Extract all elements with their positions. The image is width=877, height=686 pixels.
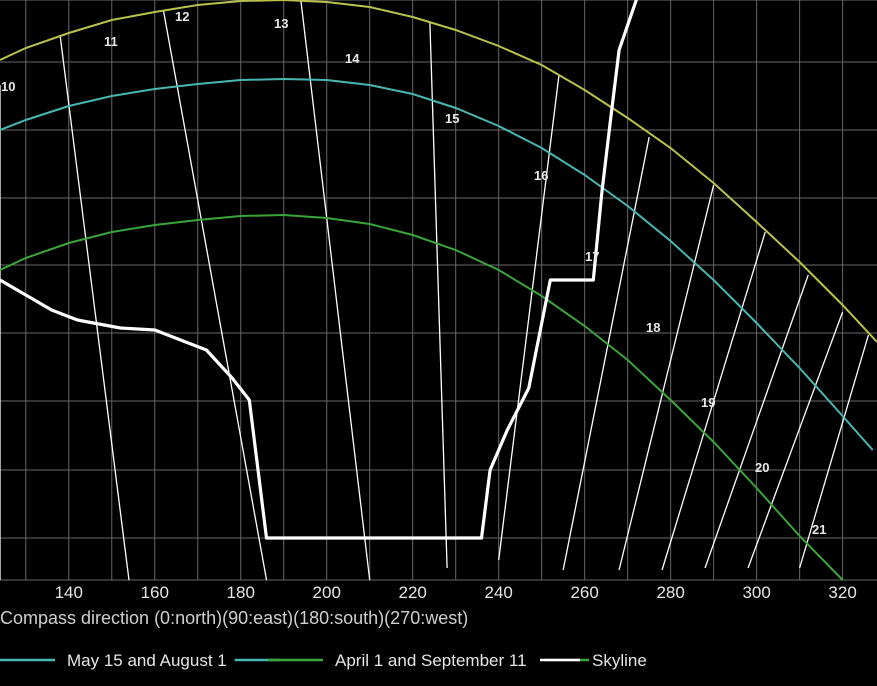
hour-label: 19 [701, 395, 715, 410]
legend-label: Skyline [592, 651, 647, 670]
hour-label: 14 [345, 51, 360, 66]
x-tick-label: 200 [313, 583, 341, 602]
hour-label: 18 [646, 320, 660, 335]
x-tick-label: 220 [399, 583, 427, 602]
sun-path-chart: 10 11 12 13 14 15 16 17 18 19 20 21 140 160 180 200 220 2… [0, 0, 877, 686]
x-tick-label: 280 [656, 583, 684, 602]
hour-label: 10 [1, 79, 15, 94]
legend-label: May 15 and August 1 [67, 651, 227, 670]
x-tick-label: 300 [742, 583, 770, 602]
x-tick-label: 160 [141, 583, 169, 602]
hour-label: 12 [175, 9, 189, 24]
legend-label: April 1 and September 11 [335, 651, 527, 670]
hour-label: 17 [585, 249, 599, 264]
hour-label: 20 [755, 460, 769, 475]
x-tick-label: 240 [484, 583, 512, 602]
hour-label: 15 [445, 111, 459, 126]
hour-label: 21 [812, 522, 826, 537]
x-tick-label: 320 [828, 583, 856, 602]
hour-label: 16 [534, 168, 548, 183]
x-tick-label: 260 [570, 583, 598, 602]
x-axis-label: Compass direction (0:north)(90:east)(180… [0, 608, 468, 628]
hour-label: 11 [104, 34, 118, 49]
x-tick-label: 180 [227, 583, 255, 602]
x-tick-label: 140 [55, 583, 83, 602]
hour-label: 13 [274, 16, 288, 31]
